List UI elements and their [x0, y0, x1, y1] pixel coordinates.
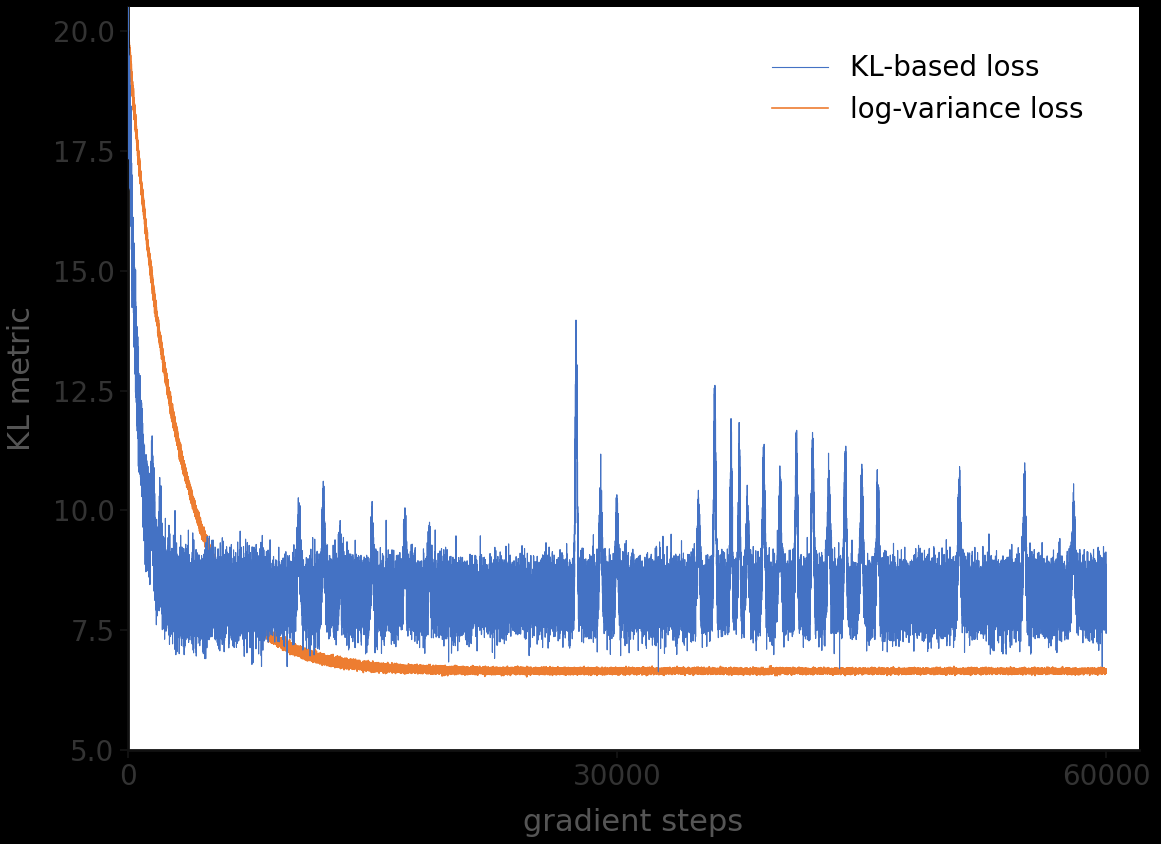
KL-based loss [651, 667, 665, 677]
KL-based loss [432, 615, 446, 625]
log-variance loss [1099, 665, 1113, 675]
KL-based loss [121, 14, 135, 24]
log-variance loss [730, 664, 744, 674]
log-variance loss [520, 672, 534, 682]
KL-based loss [990, 612, 1004, 622]
KL-based loss [121, 0, 135, 3]
log-variance loss [289, 647, 303, 657]
log-variance loss [121, 19, 135, 30]
KL-based loss [973, 589, 987, 599]
Line: KL-based loss: KL-based loss [128, 0, 1106, 672]
log-variance loss [974, 667, 988, 677]
log-variance loss [121, 24, 135, 35]
KL-based loss [730, 590, 744, 600]
log-variance loss [990, 666, 1004, 676]
Legend: KL-based loss, log-variance loss: KL-based loss, log-variance loss [762, 43, 1095, 135]
Y-axis label: KL metric: KL metric [7, 306, 36, 451]
Line: log-variance loss: log-variance loss [128, 24, 1106, 677]
X-axis label: gradient steps: gradient steps [524, 808, 743, 837]
KL-based loss [1099, 590, 1113, 600]
log-variance loss [432, 662, 446, 672]
KL-based loss [974, 582, 988, 592]
log-variance loss [973, 665, 987, 675]
KL-based loss [289, 570, 303, 580]
